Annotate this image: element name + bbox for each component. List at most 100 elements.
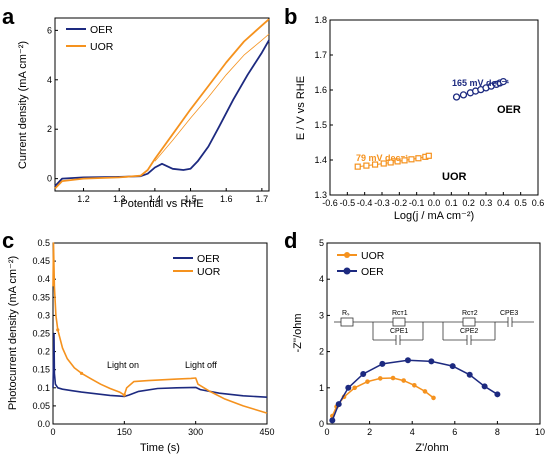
- c-ytick-label-1: 0.05: [32, 401, 50, 411]
- c-uor-dot-0: [56, 328, 60, 332]
- d-ytick-label-1: 1: [319, 383, 324, 393]
- d-ytick-label-4: 4: [319, 274, 324, 284]
- d-series-line-0: [331, 377, 434, 417]
- panel-a: a 1.2 1.3 1.4 1.5 1.6 1.7 0 2 4 6 Potential vs RH…: [2, 4, 270, 210]
- b-ytick-label-2: 1.5: [314, 120, 327, 130]
- panel-c: c 0 150 300 450 0.0 0.05 0.1 0.15 0.2 0.25 0.3 0.35…: [2, 228, 275, 454]
- d-uor-point-4: [365, 379, 370, 384]
- c-uor-dot-2: [122, 393, 126, 397]
- panel-c-plot: 0 150 300 450 0.0 0.05 0.1 0.15 0.2 0.25 0.3 0.35 0.…: [32, 238, 274, 437]
- panel-d: d 0 2 4 6 8 10 0 1 2 3 4 5 Z'/ohm -Z''/ohm UOR OER: [284, 228, 545, 454]
- b-xtick-label-4: -0.2: [392, 198, 408, 208]
- equivalent-circuit: [334, 317, 534, 345]
- panel-d-legend-uor: UOR: [361, 250, 385, 262]
- a-xtick-label-0: 1.2: [77, 194, 90, 204]
- d-series-line-1: [331, 359, 498, 421]
- circuit-label-cpe3: CPE3: [500, 310, 518, 317]
- circuit-label-rct1: Rᴄᴛ1: [392, 310, 408, 317]
- b-xtick-label-2: -0.4: [357, 198, 373, 208]
- circuit-label-rs: Rₛ: [342, 310, 350, 317]
- b-xtick-label-10: 0.4: [497, 198, 510, 208]
- d-oer-point-8: [466, 371, 473, 378]
- circuit-label-cpe2: CPE2: [460, 328, 478, 335]
- d-uor-point-10: [431, 395, 436, 401]
- panel-d-letter: d: [284, 228, 297, 253]
- panel-c-xlabel: Time (s): [140, 442, 180, 454]
- panel-a-letter: a: [2, 4, 15, 29]
- panel-c-light-off: Light off: [185, 360, 217, 370]
- b-uor-point-6: [401, 157, 408, 164]
- b-xtick-label-8: 0.2: [462, 198, 475, 208]
- b-oer-point-1: [459, 91, 468, 99]
- b-xtick-label-9: 0.3: [480, 198, 493, 208]
- a-series-2: [154, 33, 270, 162]
- b-xtick-label-7: 0.1: [445, 198, 458, 208]
- d-xtick-label-3: 6: [452, 427, 457, 437]
- a-xtick-label-3: 1.5: [184, 194, 197, 204]
- panel-b-uor-label: UOR: [442, 171, 467, 183]
- d-oer-point-5: [404, 357, 411, 364]
- c-ytick-label-9: 0.45: [32, 256, 50, 266]
- b-xtick-label-5: -0.1: [409, 198, 425, 208]
- panel-a-frame: [54, 17, 270, 192]
- a-ytick-label-2: 4: [47, 75, 52, 85]
- panel-b-ylabel: E / V vs RHE: [295, 76, 307, 140]
- panel-d-frame: [326, 242, 541, 425]
- c-ytick-label-4: 0.2: [37, 347, 50, 357]
- panel-b-plot: -0.6 -0.5 -0.4 -0.3 -0.2 -0.1 0.0 0.1 0.2 0.3 0.4 0…: [314, 15, 544, 208]
- circuit-label-rct2: Rᴄᴛ2: [462, 310, 478, 317]
- d-uor-point-6: [390, 375, 396, 381]
- panel-b-oer-slope: 165 mV dec⁻¹: [452, 78, 509, 88]
- d-xtick-label-0: 0: [324, 427, 329, 437]
- c-series-0: [52, 332, 268, 398]
- d-uor-point-5: [377, 376, 383, 381]
- b-xtick-label-3: -0.3: [374, 198, 390, 208]
- b-xtick-label-6: 0.0: [428, 198, 441, 208]
- circuit-rct1: [392, 317, 406, 327]
- panel-c-legend-oer: OER: [197, 253, 220, 265]
- b-ytick-label-5: 1.8: [314, 15, 327, 25]
- panel-c-letter: c: [2, 228, 14, 253]
- circuit-label-cpe1: CPE1: [390, 328, 408, 335]
- c-ytick-label-8: 0.4: [37, 274, 50, 284]
- d-ytick-label-5: 5: [319, 238, 324, 248]
- panel-b-xlabel: Log(j / mA cm⁻²): [394, 210, 474, 222]
- a-ytick-label-1: 2: [47, 124, 52, 134]
- b-uor-point-1: [363, 162, 370, 169]
- a-xtick-label-5: 1.7: [256, 194, 269, 204]
- b-xtick-label-0: -0.6: [322, 198, 338, 208]
- b-uor-point-10: [425, 152, 432, 159]
- circuit-rct2: [462, 317, 476, 327]
- d-oer-point-6: [428, 358, 435, 365]
- b-uor-point-2: [371, 161, 379, 168]
- d-uor-point-9: [422, 389, 428, 394]
- d-ytick-label-0: 0: [319, 419, 324, 429]
- c-xtick-label-2: 300: [188, 427, 203, 437]
- c-ytick-label-3: 0.15: [32, 365, 50, 375]
- b-oer-point-9: [499, 77, 507, 86]
- panel-b-uor-slope: 79 mV dec⁻¹: [356, 153, 408, 163]
- c-series-1: [52, 242, 268, 414]
- d-xtick-label-5: 10: [535, 427, 545, 437]
- panel-b-letter: b: [284, 4, 297, 29]
- panel-a-ylabel: Current density (mA cm⁻²): [17, 41, 29, 169]
- panel-a-plot: 1.2 1.3 1.4 1.5 1.6 1.7 0 2 4 6: [47, 18, 270, 204]
- b-oer-point-0: [452, 93, 461, 101]
- b-uor-point-8: [415, 155, 422, 162]
- d-uor-point-3: [352, 385, 357, 391]
- a-xtick-label-1: 1.3: [113, 194, 126, 204]
- panel-d-legend-oer: OER: [361, 266, 384, 278]
- panel-a-legend-uor: UOR: [90, 41, 114, 53]
- d-uor-point-8: [412, 382, 417, 388]
- c-ytick-label-0: 0.0: [37, 419, 50, 429]
- c-ytick-label-7: 0.35: [32, 292, 50, 302]
- a-xtick-label-2: 1.4: [149, 194, 162, 204]
- b-uor-point-0: [354, 163, 361, 170]
- a-xtick-label-4: 1.6: [220, 194, 233, 204]
- b-uor-point-4: [387, 159, 394, 166]
- c-ytick-label-10: 0.5: [37, 238, 50, 248]
- d-ytick-label-2: 2: [319, 347, 324, 357]
- b-xtick-label-1: -0.5: [340, 198, 356, 208]
- b-uor-point-7: [408, 156, 415, 163]
